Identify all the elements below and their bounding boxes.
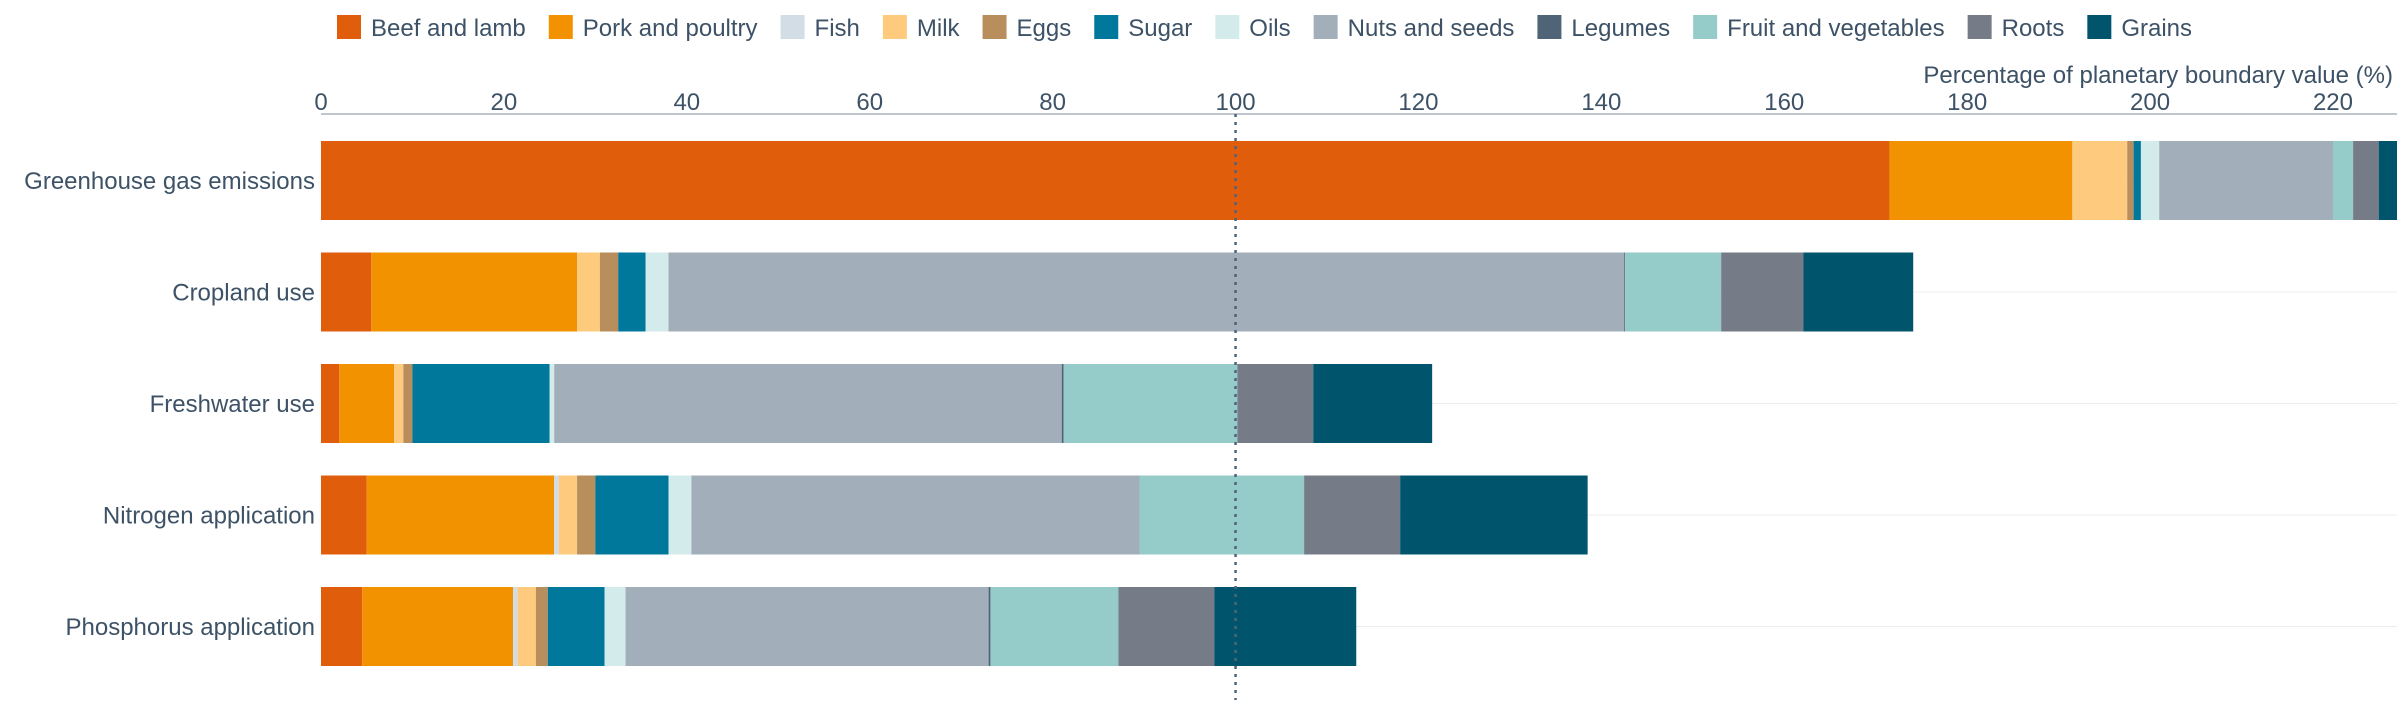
bar-segment-eggs-greenhouse-gas-emissions[interactable] <box>2127 141 2134 220</box>
x-tick-label: 60 <box>856 89 883 116</box>
category-label-freshwater-use: Freshwater use <box>150 391 315 418</box>
legend-swatch-milk <box>882 15 907 39</box>
bar-segment-milk-greenhouse-gas-emissions[interactable] <box>2072 141 2128 220</box>
bar-segment-legumes-cropland-use[interactable] <box>1624 252 1626 332</box>
bar-segment-sugar-freshwater-use[interactable] <box>412 364 550 443</box>
bar-segment-fruit-and-vegetables-greenhouse-gas-emissions[interactable] <box>2332 141 2354 220</box>
bar-segment-sugar-nitrogen-application[interactable] <box>595 475 669 555</box>
bar-segment-roots-greenhouse-gas-emissions[interactable] <box>2353 141 2379 220</box>
bar-segment-pork-and-poultry-cropland-use[interactable] <box>371 252 578 332</box>
x-tick-label: 200 <box>2130 89 2170 116</box>
legend-label-sugar: Sugar <box>1128 15 1192 42</box>
x-tick-label: 40 <box>673 89 700 116</box>
bar-segment-beef-and-lamb-nitrogen-application[interactable] <box>321 475 367 555</box>
legend-swatch-roots <box>1967 15 1992 39</box>
bar-segment-beef-and-lamb-phosphorus-application[interactable] <box>321 587 363 666</box>
bar-segment-grains-freshwater-use[interactable] <box>1313 364 1433 443</box>
legend-label-grains: Grains <box>2121 15 2192 42</box>
bar-segment-roots-freshwater-use[interactable] <box>1237 364 1314 443</box>
legend-swatch-pork-and-poultry <box>548 15 573 39</box>
bar-segment-grains-greenhouse-gas-emissions[interactable] <box>2378 141 2397 220</box>
bar-segment-eggs-cropland-use[interactable] <box>599 252 619 332</box>
legend-label-eggs: Eggs <box>1017 15 1072 42</box>
bar-segment-fruit-and-vegetables-phosphorus-application[interactable] <box>990 587 1119 666</box>
bar-segment-oils-nitrogen-application[interactable] <box>668 475 692 555</box>
x-tick-label: 0 <box>314 89 327 116</box>
bar-segment-fruit-and-vegetables-nitrogen-application[interactable] <box>1139 475 1305 555</box>
x-tick-label: 120 <box>1398 89 1438 116</box>
bar-segment-pork-and-poultry-nitrogen-application[interactable] <box>366 475 555 555</box>
legend-label-nuts-and-seeds: Nuts and seeds <box>1348 15 1515 42</box>
bar-segment-roots-cropland-use[interactable] <box>1721 252 1804 332</box>
category-label-greenhouse-gas-emissions: Greenhouse gas emissions <box>24 168 315 195</box>
category-label-cropland-use: Cropland use <box>172 280 315 307</box>
legend-label-fruit-and-vegetables: Fruit and vegetables <box>1727 15 1944 42</box>
bar-segment-fruit-and-vegetables-freshwater-use[interactable] <box>1063 364 1238 443</box>
bar-segment-eggs-freshwater-use[interactable] <box>403 364 413 443</box>
legend-label-beef-and-lamb: Beef and lamb <box>371 15 526 42</box>
legend-swatch-eggs <box>982 15 1007 39</box>
legend-label-fish: Fish <box>815 15 860 42</box>
legend-swatch-grains <box>2087 15 2112 39</box>
legend-swatch-nuts-and-seeds <box>1313 15 1338 39</box>
bar-segment-legumes-phosphorus-application[interactable] <box>988 587 991 666</box>
bar-segment-oils-freshwater-use[interactable] <box>549 364 555 443</box>
bar-segment-grains-nitrogen-application[interactable] <box>1400 475 1588 555</box>
category-label-phosphorus-application: Phosphorus application <box>65 614 315 641</box>
bar-segment-nuts-and-seeds-phosphorus-application[interactable] <box>625 587 989 666</box>
legend-label-roots: Roots <box>2002 15 2065 42</box>
bar-segment-roots-nitrogen-application[interactable] <box>1304 475 1401 555</box>
bar-segment-beef-and-lamb-cropland-use[interactable] <box>321 252 372 332</box>
bar-segment-legumes-freshwater-use[interactable] <box>1061 364 1064 443</box>
x-tick-label: 20 <box>491 89 518 116</box>
x-tick-label: 100 <box>1216 89 1256 116</box>
bar-segment-pork-and-poultry-greenhouse-gas-emissions[interactable] <box>1889 141 2073 220</box>
bar-segment-oils-greenhouse-gas-emissions[interactable] <box>2140 141 2160 220</box>
x-tick-label: 160 <box>1764 89 1804 116</box>
bar-segment-eggs-nitrogen-application[interactable] <box>577 475 596 555</box>
bar-segment-oils-cropland-use[interactable] <box>645 252 669 332</box>
bar-segment-pork-and-poultry-freshwater-use[interactable] <box>339 364 395 443</box>
bar-segment-fish-nitrogen-application[interactable] <box>554 475 559 555</box>
bar-segment-milk-phosphorus-application[interactable] <box>517 587 536 666</box>
bar-segment-sugar-greenhouse-gas-emissions[interactable] <box>2133 141 2141 220</box>
bar-segment-nuts-and-seeds-greenhouse-gas-emissions[interactable] <box>2159 141 2333 220</box>
x-tick-label: 220 <box>2313 89 2353 116</box>
bar-segment-milk-freshwater-use[interactable] <box>394 364 404 443</box>
bar-segment-grains-cropland-use[interactable] <box>1803 252 1914 332</box>
legend-label-milk: Milk <box>917 15 961 42</box>
legend-swatch-beef-and-lamb <box>337 15 361 39</box>
category-label-nitrogen-application: Nitrogen application <box>103 503 315 530</box>
legend-label-pork-and-poultry: Pork and poultry <box>583 15 758 42</box>
bar-segment-fruit-and-vegetables-cropland-use[interactable] <box>1625 252 1722 332</box>
bar-segment-milk-nitrogen-application[interactable] <box>558 475 578 555</box>
bar-segment-nuts-and-seeds-freshwater-use[interactable] <box>554 364 1062 443</box>
legend-swatch-fruit-and-vegetables <box>1693 15 1718 39</box>
bar-segment-milk-cropland-use[interactable] <box>577 252 600 332</box>
legend-swatch-legumes <box>1537 15 1562 39</box>
x-tick-label: 80 <box>1039 89 1066 116</box>
legend-label-oils: Oils <box>1249 15 1290 42</box>
bar-segment-grains-phosphorus-application[interactable] <box>1214 587 1357 666</box>
bar-segment-beef-and-lamb-greenhouse-gas-emissions[interactable] <box>321 141 1890 220</box>
x-tick-label: 180 <box>1947 89 1987 116</box>
x-axis-title: Percentage of planetary boundary value (… <box>1923 62 2393 89</box>
bar-segment-sugar-phosphorus-application[interactable] <box>547 587 605 666</box>
legend-swatch-sugar <box>1094 15 1119 39</box>
bar-segment-pork-and-poultry-phosphorus-application[interactable] <box>362 587 514 666</box>
bar-segment-fish-phosphorus-application[interactable] <box>513 587 518 666</box>
legend-label-legumes: Legumes <box>1571 15 1670 42</box>
bar-segment-eggs-phosphorus-application[interactable] <box>535 587 548 666</box>
bar-segment-roots-phosphorus-application[interactable] <box>1118 587 1215 666</box>
legend-swatch-fish <box>780 15 805 39</box>
bar-segment-nuts-and-seeds-nitrogen-application[interactable] <box>691 475 1140 555</box>
legend-swatch-oils <box>1215 15 1240 39</box>
bar-segment-sugar-cropland-use[interactable] <box>618 252 646 332</box>
x-tick-label: 140 <box>1581 89 1621 116</box>
bar-segment-beef-and-lamb-freshwater-use[interactable] <box>321 364 340 443</box>
bar-segment-nuts-and-seeds-cropland-use[interactable] <box>668 252 1625 332</box>
bar-segment-oils-phosphorus-application[interactable] <box>604 587 626 666</box>
